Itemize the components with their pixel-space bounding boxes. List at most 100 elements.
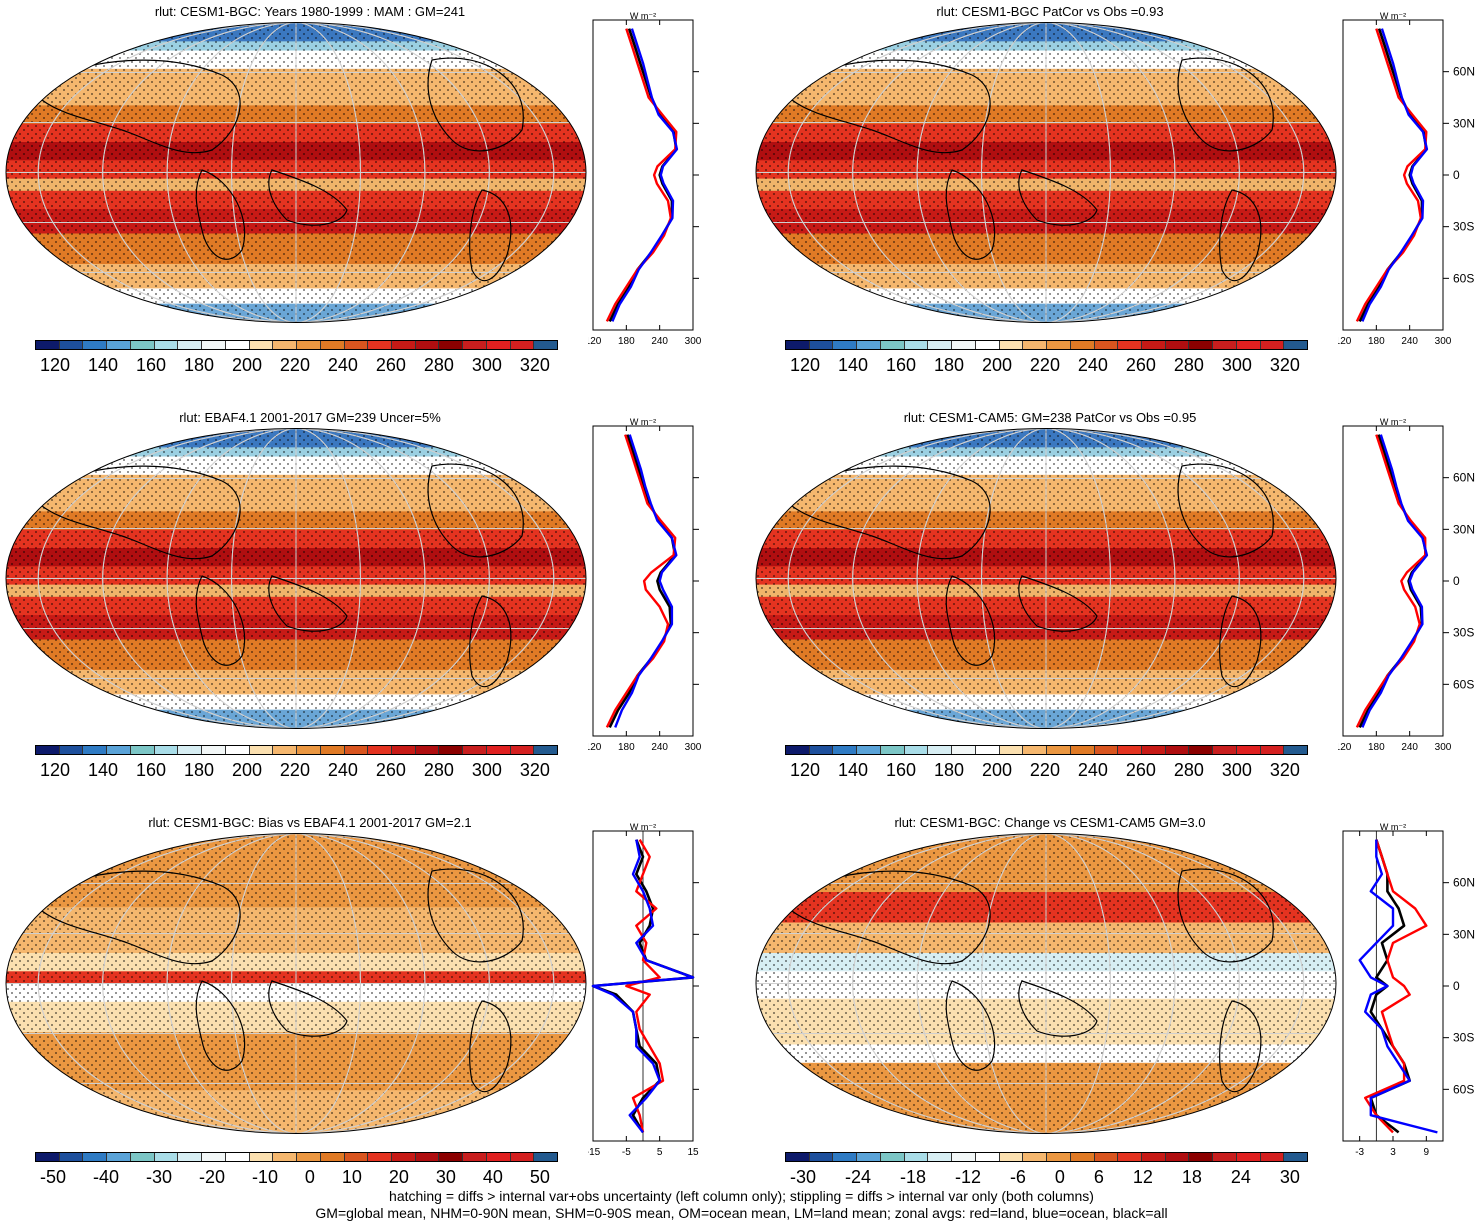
colorbar-swatch xyxy=(226,341,250,349)
colorbar-tick-label: 200 xyxy=(232,760,262,781)
x-tick-label: 9 xyxy=(1424,1147,1430,1158)
colorbar-swatch xyxy=(881,746,905,754)
colorbar-tick-label: 300 xyxy=(1222,760,1252,781)
colorbar-swatch xyxy=(36,341,60,349)
lat-tick-label: 30S xyxy=(1453,1031,1474,1045)
colorbar-swatch xyxy=(273,341,297,349)
colorbar-swatch xyxy=(36,746,60,754)
colorbar-swatch xyxy=(416,746,440,754)
colorbar-tick-label: 120 xyxy=(790,760,820,781)
colorbar-tick-label: 50 xyxy=(530,1167,550,1188)
x-tick-label: -15 xyxy=(588,1147,601,1158)
colorbar-swatch xyxy=(1213,1153,1237,1161)
colorbar-swatch xyxy=(1142,1153,1166,1161)
lat-tick-label: 30S xyxy=(1453,220,1474,234)
colorbar-swatch xyxy=(905,341,929,349)
colorbar-swatch xyxy=(155,1153,179,1161)
lat-tick-label: 60N xyxy=(1453,876,1475,890)
lat-tick-label: 60S xyxy=(1453,1082,1474,1096)
colorbar-tick-label: 120 xyxy=(40,760,70,781)
colorbar-tick-label: 220 xyxy=(280,355,310,376)
colorbar-swatch xyxy=(226,1153,250,1161)
colorbar-swatch xyxy=(1000,1153,1024,1161)
colorbar-swatch xyxy=(786,341,810,349)
colorbar-swatch xyxy=(810,746,834,754)
colorbar-swatch xyxy=(1261,341,1285,349)
x-tick-label: 15 xyxy=(687,1147,699,1158)
x-tick-label: 300 xyxy=(685,336,702,347)
x-tick-label: 240 xyxy=(651,336,668,347)
zonal-average-plot: W m⁻²60N30N030S60S120180240300 xyxy=(588,416,703,756)
colorbar-swatch xyxy=(905,1153,929,1161)
colorbar-swatch xyxy=(833,1153,857,1161)
x-tick-label: 180 xyxy=(1368,336,1385,347)
zonal-line-ocean xyxy=(612,29,677,322)
colorbar-swatch xyxy=(857,341,881,349)
lat-tick-label: 0 xyxy=(1453,979,1460,993)
colorbar-swatch xyxy=(297,341,321,349)
colorbar-tick-label: 40 xyxy=(483,1167,503,1188)
colorbar-swatch xyxy=(487,341,511,349)
colorbar-tick-label: 220 xyxy=(1030,760,1060,781)
colorbar-swatch xyxy=(107,1153,131,1161)
colorbar-tick-label: 18 xyxy=(1182,1167,1202,1188)
zonal-units-label: W m⁻² xyxy=(630,11,656,21)
colorbar-swatch xyxy=(1000,746,1024,754)
colorbar-swatch xyxy=(1023,341,1047,349)
colorbar-swatch xyxy=(131,1153,155,1161)
colorbar-swatch xyxy=(511,341,535,349)
panel-title: rlut: CESM1-BGC: Change vs CESM1-CAM5 GM… xyxy=(770,815,1330,830)
colorbar-tick-label: 160 xyxy=(886,355,916,376)
colorbar-tick-label: 0 xyxy=(1055,1167,1065,1188)
x-tick-label: 240 xyxy=(1401,742,1418,753)
colorbar-swatch xyxy=(1237,746,1261,754)
colorbar-swatch xyxy=(534,341,557,349)
colorbar-swatch xyxy=(534,746,557,754)
footer-line-2: GM=global mean, NHM=0-90N mean, SHM=0-90… xyxy=(0,1205,1483,1222)
colorbar-swatch xyxy=(1189,1153,1213,1161)
colorbar-tick-label: 140 xyxy=(88,760,118,781)
colorbar-tick-label: 320 xyxy=(520,760,550,781)
colorbar-tick-label: 30 xyxy=(436,1167,456,1188)
colorbar-tick-label: 260 xyxy=(1126,355,1156,376)
colorbar-tick-label: -20 xyxy=(199,1167,225,1188)
colorbar-tick-label: 160 xyxy=(886,760,916,781)
colorbar-swatch xyxy=(1166,1153,1190,1161)
zonal-units-label: W m⁻² xyxy=(630,417,656,427)
x-tick-label: -5 xyxy=(622,1147,631,1158)
colorbar-swatch xyxy=(905,746,929,754)
panel-title: rlut: CESM1-BGC: Bias vs EBAF4.1 2001-20… xyxy=(30,815,590,830)
colorbar-tick-label: 260 xyxy=(376,760,406,781)
colorbar-swatch xyxy=(463,1153,487,1161)
colorbar-tick-label: 320 xyxy=(1270,355,1300,376)
colorbar-tick-label: 180 xyxy=(934,760,964,781)
colorbar-swatch xyxy=(810,341,834,349)
colorbar-tick-label: 180 xyxy=(184,760,214,781)
colorbar-swatch xyxy=(202,341,226,349)
colorbar-swatch xyxy=(833,746,857,754)
colorbar-tick-label: 240 xyxy=(1078,760,1108,781)
colorbar-swatch xyxy=(368,341,392,349)
panel-title: rlut: CESM1-BGC: Years 1980-1999 : MAM :… xyxy=(30,4,590,19)
colorbar-swatch xyxy=(368,1153,392,1161)
zonal-units-label: W m⁻² xyxy=(630,822,656,832)
colorbar-tick-label: -6 xyxy=(1010,1167,1026,1188)
colorbar-swatch xyxy=(83,746,107,754)
colorbar-tick-label: 24 xyxy=(1231,1167,1251,1188)
colorbar-swatch xyxy=(416,341,440,349)
zonal-average-plot: W m⁻²60N30N030S60S120180240300 xyxy=(588,10,703,350)
colorbar-tick-label: 220 xyxy=(1030,355,1060,376)
zonal-line-ocean xyxy=(1362,435,1427,728)
colorbar xyxy=(35,340,558,350)
x-tick-label: 120 xyxy=(588,742,602,753)
colorbar-swatch xyxy=(1166,341,1190,349)
colorbar-tick-label: 300 xyxy=(1222,355,1252,376)
colorbar-swatch xyxy=(83,341,107,349)
colorbar-tick-label: 320 xyxy=(520,355,550,376)
colorbar-tick-label: 200 xyxy=(232,355,262,376)
colorbar-swatch xyxy=(833,341,857,349)
